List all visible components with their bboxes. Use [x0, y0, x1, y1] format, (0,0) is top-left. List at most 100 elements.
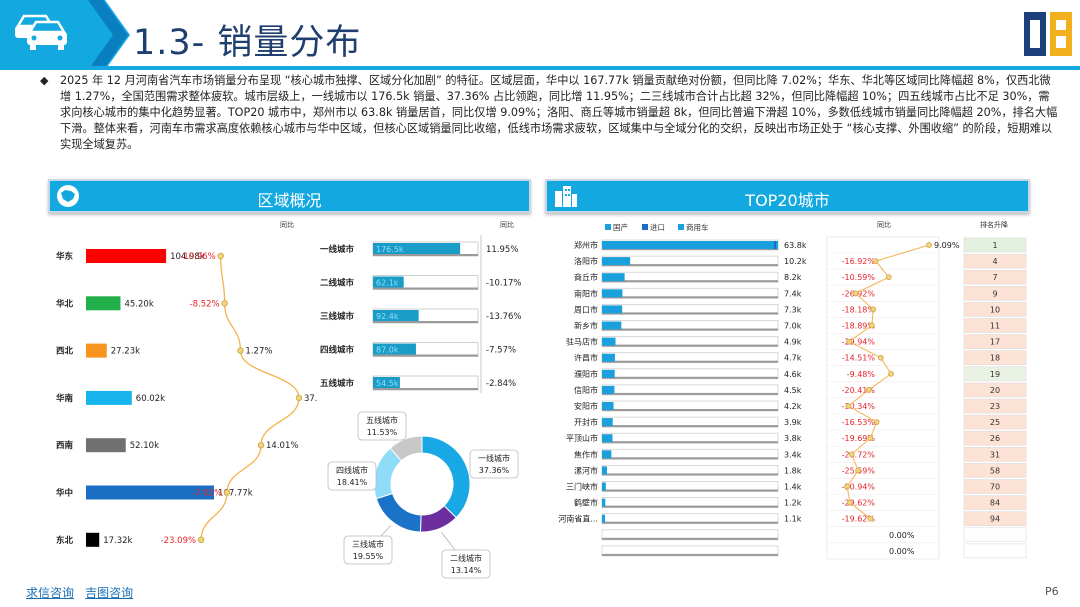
city-bar-shadow — [602, 409, 778, 411]
rank-cell — [963, 253, 1027, 269]
city-yoy-point — [872, 258, 879, 264]
legend-swatch — [605, 224, 611, 230]
city-yoy-point — [870, 306, 877, 313]
city-value-label: 3.9k — [784, 418, 802, 427]
city-bar-shadow — [602, 312, 778, 315]
region-yoy-label: 14.01% — [266, 441, 298, 451]
city-label: 焦作市 — [574, 449, 598, 459]
city-value-label: 1.4k — [784, 483, 802, 492]
city-value-label: 7.4k — [784, 289, 802, 298]
city-yoy-point — [877, 354, 884, 361]
city-bar-shadow — [602, 553, 778, 556]
region-yoy-point — [197, 536, 205, 543]
region-value-label: 104.98k — [170, 252, 205, 262]
footer-link-qiuxin[interactable]: 求信咨询 — [26, 586, 75, 600]
tier-bar — [373, 276, 404, 288]
legend-swatch — [642, 224, 648, 230]
donut-callout-pct: 13.14% — [451, 566, 482, 575]
city-bar-shadow — [602, 489, 778, 492]
city-bar-shadow — [602, 441, 778, 444]
tier-label: 二线城市 — [320, 278, 355, 289]
rank-value: 94 — [990, 515, 1000, 524]
donut-callout: 二线城市 13.14% — [441, 532, 491, 579]
diamond-bullet-icon: ◆ — [40, 74, 49, 87]
rank-value: 19 — [990, 370, 1000, 379]
summary-paragraph: 2025 年 12 月河南省汽车市场销量分布呈现 “核心城市独撑、区域分化加剧”… — [60, 74, 1058, 151]
city-rank-header: 排名升降 — [980, 220, 1008, 229]
region-yoy-point — [217, 252, 224, 260]
city-label: 信阳市 — [574, 385, 598, 395]
city-yoy-label: -29.62% — [842, 499, 876, 508]
donut-callout: 四线城市 18.41% — [327, 461, 377, 491]
rank-value: 4 — [992, 257, 997, 266]
city-label: 濮阳市 — [574, 369, 598, 379]
page-number: P6 — [1045, 585, 1059, 598]
region-bar — [86, 438, 126, 453]
donut-callout-name: 二线城市 — [450, 553, 482, 563]
city-yoy-label: -26.92% — [842, 289, 876, 298]
city-bar-shadow — [602, 425, 778, 428]
city-value-label: 3.4k — [784, 450, 802, 459]
region-label: 华东 — [56, 251, 74, 262]
city-label: 郑州市 — [574, 240, 598, 250]
city-value-label: 1.1k — [784, 515, 802, 524]
donut-callout-pct: 37.36% — [479, 466, 510, 475]
rank-cell — [963, 447, 1027, 462]
footer-link-jitu[interactable]: 吉图咨询 — [85, 586, 134, 600]
rank-value: 20 — [990, 386, 1000, 395]
region-panel-title: 区域概况 — [257, 191, 322, 210]
tier-label: 三线城市 — [320, 311, 355, 322]
city-bar — [602, 418, 613, 427]
rank-cell — [963, 463, 1027, 478]
tier-yoy-label: 11.95% — [486, 245, 518, 255]
city-value-label: 7.3k — [784, 305, 802, 314]
rank-cell — [963, 398, 1027, 414]
tier-bar — [373, 243, 461, 254]
brand-logo — [1024, 12, 1072, 56]
city-yoy-point — [885, 274, 892, 281]
city-label: 新乡市 — [574, 321, 598, 331]
city-yoy-point — [926, 242, 932, 248]
city-bar — [602, 498, 606, 507]
city-bar-shadow — [602, 376, 778, 379]
city-yoy-label: -19.62% — [842, 515, 876, 524]
city-bar — [602, 402, 614, 410]
region-yoy-point — [295, 394, 303, 402]
city-yoy-label: -30.34% — [842, 402, 876, 411]
city-bar — [602, 369, 615, 378]
tier-label: 四线城市 — [320, 345, 355, 356]
donut-callout-box — [469, 449, 519, 479]
donut-callout-box — [441, 549, 491, 579]
rank-value: 10 — [990, 305, 1000, 314]
city-bar — [602, 514, 606, 523]
city-yoy-label: 9.09% — [934, 241, 960, 250]
city-yoy-point — [888, 370, 894, 377]
region-label: 华北 — [56, 298, 74, 309]
city-value-label: 4.9k — [784, 338, 802, 347]
city-label: 平顶山市 — [566, 433, 598, 443]
city-yoy-point — [867, 435, 874, 442]
city-bar-shadow — [602, 521, 778, 524]
city-label: 周口市 — [574, 304, 598, 314]
city-bar — [602, 450, 612, 459]
rank-value: 18 — [990, 354, 1000, 363]
rank-cell — [963, 414, 1027, 430]
region-yoy-label: -8.52% — [190, 299, 220, 309]
region-yoy-point — [237, 347, 244, 354]
donut-callout-pct: 19.55% — [353, 552, 384, 561]
region-value-label: 167.77k — [218, 489, 253, 499]
rank-value: 84 — [990, 499, 1000, 508]
city-bar — [602, 241, 778, 249]
city-bar-shadow — [602, 392, 778, 395]
region-value-label: 52.10k — [130, 441, 159, 451]
tier-bar-shadow — [373, 254, 478, 256]
city-value-label: 63.8k — [784, 241, 807, 250]
city-bar — [602, 305, 623, 314]
city-value-label: 3.8k — [784, 434, 802, 443]
city-yoy-label: -9.48% — [847, 370, 876, 379]
city-yoy-point — [868, 322, 875, 329]
rank-cell — [963, 269, 1027, 285]
city-yoy-label: -30.94% — [842, 483, 876, 492]
tier-yoy-label: -13.76% — [486, 312, 521, 322]
